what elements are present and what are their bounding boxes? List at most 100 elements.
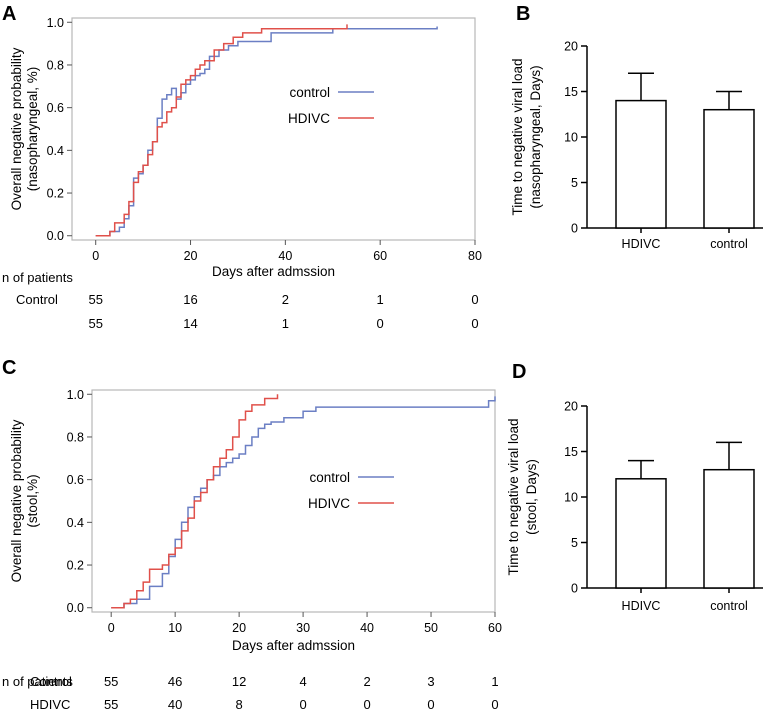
- panel-label-b: B: [516, 3, 530, 25]
- x-tick-label: 80: [468, 249, 482, 263]
- y-tick-label: 0.8: [47, 58, 64, 72]
- category-label: control: [710, 237, 748, 251]
- risk-table-header: n of patients: [2, 270, 73, 285]
- risk-table-cell: 3: [427, 674, 434, 689]
- y-tick-label: 1.0: [67, 388, 84, 402]
- risk-table-cell: 2: [363, 674, 370, 689]
- panel-label-d: D: [512, 361, 526, 383]
- y-tick-label: 15: [564, 445, 578, 459]
- bar-control: [703, 468, 755, 589]
- risk-table-cell: 0: [363, 697, 370, 712]
- y-tick-label: 0.6: [67, 473, 84, 487]
- y-tick-label: 0.2: [67, 559, 84, 573]
- panel-b-bar-nasopharyngeal: 0 5 10 15 20 Time to negative viral load (naso…: [510, 40, 763, 251]
- legend-label-hdivc: HDIVC: [288, 111, 330, 126]
- plot-frame: [71, 17, 476, 241]
- y-axis-label: (stool,%): [25, 474, 40, 527]
- category-label: HDIVC: [622, 599, 661, 613]
- panel-d-bar-stool: 0 5 10 15 20 Time to negative viral load (stoo…: [506, 400, 763, 613]
- y-axis-label: Time to negative viral load: [506, 418, 521, 575]
- risk-table-cell: 0: [491, 697, 498, 712]
- y-tick-label: 0.8: [67, 430, 84, 444]
- risk-table-cell: 12: [232, 674, 246, 689]
- x-tick-label: 20: [184, 249, 198, 263]
- risk-table-cell: 0: [299, 697, 306, 712]
- risk-table-cell: 40: [168, 697, 182, 712]
- plot-frame: [91, 389, 496, 613]
- y-tick-label: 0: [571, 582, 578, 596]
- category-label: HDIVC: [622, 237, 661, 251]
- category-label: control: [710, 599, 748, 613]
- x-tick-label: 40: [278, 249, 292, 263]
- risk-table-cell: 55: [88, 292, 102, 307]
- y-axis-label: (nasopharyngeal, %): [25, 67, 40, 192]
- y-tick-label: 5: [571, 536, 578, 550]
- y-tick-label: 20: [564, 400, 578, 414]
- risk-table-header: n of patients: [2, 674, 73, 689]
- y-tick-label: 1.0: [47, 16, 64, 30]
- km-curve-control: [95, 26, 438, 237]
- risk-table-cell: 1: [377, 292, 384, 307]
- risk-table-cell: 0: [427, 697, 434, 712]
- y-tick-label: 10: [564, 491, 578, 505]
- x-tick-label: 60: [373, 249, 387, 263]
- risk-table-row-label: Control: [16, 292, 58, 307]
- risk-table-cell: 1: [282, 316, 289, 331]
- risk-table-cell: 2: [282, 292, 289, 307]
- bar-HDIVC: [615, 99, 667, 229]
- y-axis-label: (nasopharyngeal, Days): [528, 65, 543, 208]
- x-tick-label: 60: [488, 621, 502, 635]
- risk-table-cell: 14: [183, 316, 197, 331]
- x-axis-label: Days after admssion: [212, 264, 335, 279]
- legend-label-control: control: [309, 470, 350, 485]
- km-curve-control: [111, 396, 496, 609]
- x-tick-label: 10: [168, 621, 182, 635]
- bar-HDIVC: [615, 478, 667, 589]
- y-tick-label: 20: [564, 40, 578, 54]
- y-tick-label: 5: [571, 176, 578, 190]
- y-tick-label: 15: [564, 85, 578, 99]
- km-curve-hdivc: [111, 394, 279, 609]
- bar-control: [703, 108, 755, 229]
- x-tick-label: 0: [108, 621, 115, 635]
- risk-table-cell: 55: [104, 697, 118, 712]
- x-tick-label: 50: [424, 621, 438, 635]
- legend-label-hdivc: HDIVC: [308, 496, 350, 511]
- risk-table-cell: 1: [491, 674, 498, 689]
- panel-label-c: C: [2, 357, 16, 379]
- y-tick-label: 0.2: [47, 187, 64, 201]
- x-tick-label: 40: [360, 621, 374, 635]
- y-tick-label: 0.6: [47, 101, 64, 115]
- risk-table-cell: 4: [299, 674, 306, 689]
- risk-table-cell: 0: [377, 316, 384, 331]
- risk-table-row-label: Control: [30, 674, 72, 689]
- risk-table-cell: 55: [88, 316, 102, 331]
- risk-table-cell: 0: [471, 292, 478, 307]
- y-axis-label: Time to negative viral load: [510, 58, 525, 215]
- panel-label-a: A: [2, 3, 16, 25]
- risk-table-row-label: HDIVC: [30, 697, 70, 712]
- x-tick-label: 0: [92, 249, 99, 263]
- risk-table-cell: 16: [183, 292, 197, 307]
- x-axis-label: Days after admssion: [232, 638, 355, 653]
- y-tick-label: 0.0: [47, 229, 64, 243]
- km-curve-hdivc: [95, 24, 348, 237]
- risk-table-cell: 0: [471, 316, 478, 331]
- legend-label-control: control: [289, 85, 330, 100]
- y-tick-label: 0.4: [47, 144, 64, 158]
- y-tick-label: 0.4: [67, 516, 84, 530]
- y-tick-label: 10: [564, 131, 578, 145]
- y-tick-label: 0.0: [67, 601, 84, 615]
- x-tick-label: 30: [296, 621, 310, 635]
- risk-table-cell: 8: [236, 697, 243, 712]
- risk-table-cell: 46: [168, 674, 182, 689]
- y-axis-label: Overall negative probability: [9, 47, 24, 210]
- y-axis-label: (stool, Days): [524, 459, 539, 535]
- y-axis-label: Overall negative probability: [9, 419, 24, 582]
- risk-table-cell: 55: [104, 674, 118, 689]
- y-tick-label: 0: [571, 222, 578, 236]
- x-tick-label: 20: [232, 621, 246, 635]
